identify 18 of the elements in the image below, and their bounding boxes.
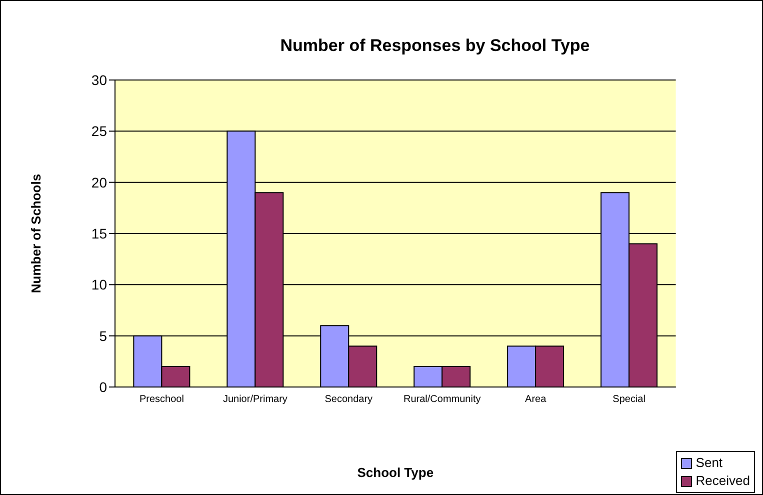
chart-title: Number of Responses by School Type <box>279 36 591 56</box>
x-tick-label: Special <box>612 394 646 406</box>
y-tick-label: 15 <box>91 225 108 242</box>
y-tick-label: 5 <box>99 328 108 344</box>
x-axis-title: School Type <box>357 465 434 480</box>
x-tick-label: Rural/Community <box>404 394 481 406</box>
x-tick-label: Secondary <box>324 394 373 406</box>
y-tick-label: 10 <box>91 276 108 293</box>
x-tick-label: Junior/Primary <box>222 394 288 406</box>
x-tick-label: Preschool <box>140 394 184 406</box>
legend-label: Sent <box>696 454 723 472</box>
y-tick-label: 25 <box>91 123 108 140</box>
y-tick-label: 0 <box>99 378 108 395</box>
legend-label: Received <box>696 472 750 490</box>
x-tick-label: Area <box>525 394 547 406</box>
y-tick-label: 20 <box>91 174 108 190</box>
y-axis-title: Number of Schools <box>28 174 44 294</box>
y-tick-label: 30 <box>91 72 108 88</box>
